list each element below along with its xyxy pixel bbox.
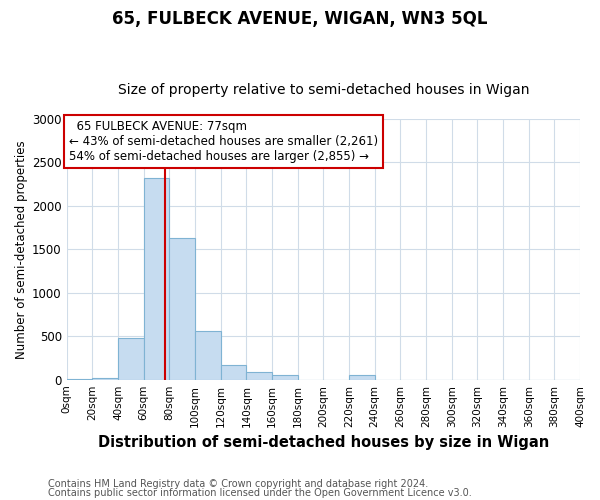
Text: 65, FULBECK AVENUE, WIGAN, WN3 5QL: 65, FULBECK AVENUE, WIGAN, WN3 5QL bbox=[112, 10, 488, 28]
Bar bbox=[143, 178, 169, 380]
Bar bbox=[349, 375, 374, 380]
Bar bbox=[169, 238, 195, 380]
Bar bbox=[221, 366, 247, 380]
Bar bbox=[247, 372, 272, 380]
Y-axis label: Number of semi-detached properties: Number of semi-detached properties bbox=[15, 140, 28, 358]
Bar bbox=[195, 330, 221, 380]
Title: Size of property relative to semi-detached houses in Wigan: Size of property relative to semi-detach… bbox=[118, 83, 529, 97]
Text: 65 FULBECK AVENUE: 77sqm
← 43% of semi-detached houses are smaller (2,261)
54% o: 65 FULBECK AVENUE: 77sqm ← 43% of semi-d… bbox=[69, 120, 379, 163]
Text: Contains public sector information licensed under the Open Government Licence v3: Contains public sector information licen… bbox=[48, 488, 472, 498]
Bar bbox=[272, 375, 298, 380]
Bar bbox=[118, 338, 143, 380]
X-axis label: Distribution of semi-detached houses by size in Wigan: Distribution of semi-detached houses by … bbox=[98, 435, 549, 450]
Bar bbox=[92, 378, 118, 380]
Text: Contains HM Land Registry data © Crown copyright and database right 2024.: Contains HM Land Registry data © Crown c… bbox=[48, 479, 428, 489]
